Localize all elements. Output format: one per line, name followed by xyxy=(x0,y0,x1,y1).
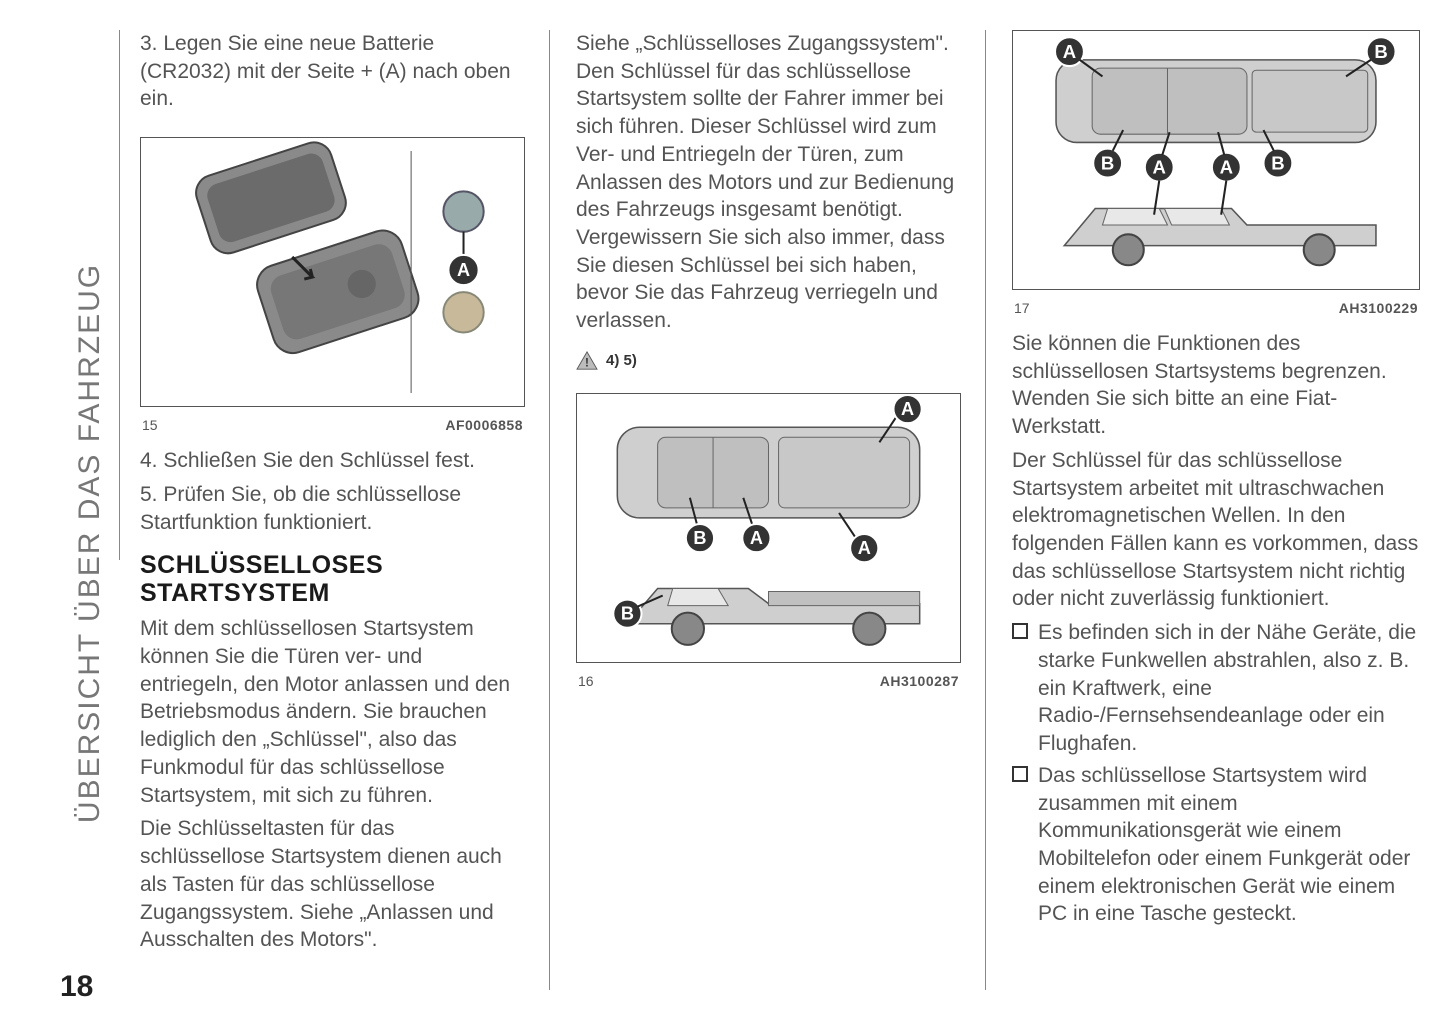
figure-17: A B B A A B xyxy=(1012,30,1420,290)
column-2: Siehe „Schlüsselloses Zugangssystem". De… xyxy=(576,30,986,990)
svg-text:!: ! xyxy=(585,355,589,369)
page-content: 3. Legen Sie eine neue Batterie (CR2032)… xyxy=(140,30,1420,990)
figure-number: 16 xyxy=(578,673,594,689)
para-keyless-1: Mit dem schlüssellosen Startsystem könne… xyxy=(140,615,525,809)
para-col3-2: Der Schlüssel für das schlüssellose Star… xyxy=(1012,447,1420,613)
figure-15-caption: 15 AF0006858 xyxy=(140,413,525,433)
svg-text:A: A xyxy=(1220,156,1233,177)
para-col2-1: Siehe „Schlüsselloses Zugangssystem". De… xyxy=(576,30,961,335)
bullet-2: Das schlüssellose Startsystem wird zusam… xyxy=(1012,762,1420,932)
para-keyless-2: Die Schlüsseltasten für das schlüssellos… xyxy=(140,815,525,954)
svg-text:B: B xyxy=(621,604,634,624)
section-tab-label: ÜBERSICHT ÜBER DAS FAHRZEUG xyxy=(73,263,107,823)
figure-code: AH3100229 xyxy=(1339,300,1418,316)
figure-code: AH3100287 xyxy=(880,673,959,689)
warning-icon: ! xyxy=(576,351,598,371)
section-tab: ÜBERSICHT ÜBER DAS FAHRZEUG xyxy=(60,30,120,560)
svg-text:B: B xyxy=(1271,152,1284,173)
step-5: 5. Prüfen Sie, ob die schlüssellose Star… xyxy=(140,481,525,536)
column-3: A B B A A B xyxy=(1012,30,1420,990)
figure-16: A B A A B xyxy=(576,393,961,663)
svg-text:A: A xyxy=(858,538,871,558)
bullet-2-text: Das schlüssellose Startsystem wird zusam… xyxy=(1038,762,1420,928)
svg-text:A: A xyxy=(750,528,763,548)
para-col3-1: Sie können die Funktionen des schlüssell… xyxy=(1012,330,1420,441)
bullet-1: Es befinden sich in der Nähe Geräte, die… xyxy=(1012,619,1420,762)
svg-text:A: A xyxy=(901,399,914,419)
bullet-1-text: Es befinden sich in der Nähe Geräte, die… xyxy=(1038,619,1420,758)
figure-15: A xyxy=(140,137,525,407)
figure-code: AF0006858 xyxy=(445,417,523,433)
svg-text:A: A xyxy=(1063,41,1076,62)
warning-row: ! 4) 5) xyxy=(576,351,961,371)
column-1: 3. Legen Sie eine neue Batterie (CR2032)… xyxy=(140,30,550,990)
figure-16-caption: 16 AH3100287 xyxy=(576,669,961,689)
figure-number: 15 xyxy=(142,417,158,433)
heading-keyless: SCHLÜSSELLOSES STARTSYSTEM xyxy=(140,552,525,607)
square-bullet-icon xyxy=(1012,766,1028,782)
warning-refs: 4) 5) xyxy=(606,352,637,369)
square-bullet-icon xyxy=(1012,623,1028,639)
step-3: 3. Legen Sie eine neue Batterie (CR2032)… xyxy=(140,30,525,113)
svg-text:B: B xyxy=(693,528,706,548)
svg-text:B: B xyxy=(1374,41,1387,62)
page-number: 18 xyxy=(60,970,93,1004)
step-4: 4. Schließen Sie den Schlüssel fest. xyxy=(140,447,525,475)
figure-17-caption: 17 AH3100229 xyxy=(1012,296,1420,316)
figure-number: 17 xyxy=(1014,300,1030,316)
callout-a: A xyxy=(457,260,470,280)
svg-text:B: B xyxy=(1101,152,1114,173)
svg-text:A: A xyxy=(1153,156,1166,177)
